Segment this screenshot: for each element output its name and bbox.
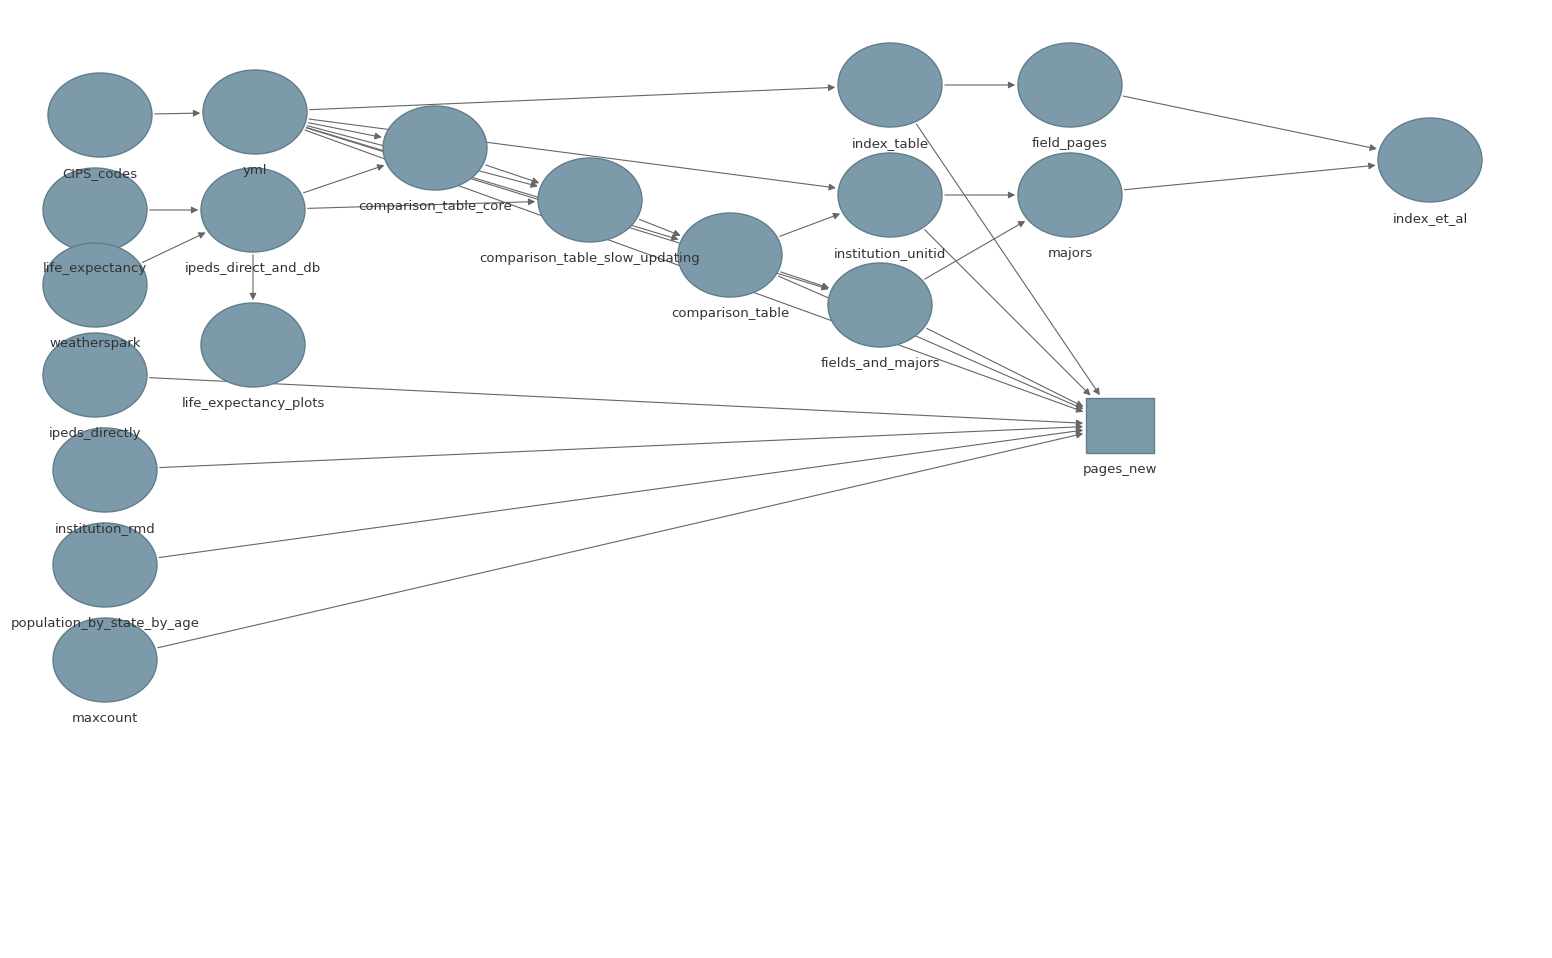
Ellipse shape [53, 618, 157, 702]
Text: comparison_table_core: comparison_table_core [359, 200, 512, 213]
Ellipse shape [53, 523, 157, 607]
Ellipse shape [202, 168, 306, 252]
Text: institution_rmd: institution_rmd [54, 522, 155, 535]
Ellipse shape [202, 303, 306, 387]
Ellipse shape [838, 43, 942, 127]
Text: population_by_state_by_age: population_by_state_by_age [11, 617, 200, 630]
Text: comparison_table_slow_updating: comparison_table_slow_updating [480, 252, 700, 265]
Text: ipeds_directly: ipeds_directly [48, 427, 141, 440]
Text: institution_unitid: institution_unitid [833, 247, 947, 260]
Ellipse shape [1018, 43, 1122, 127]
Text: majors: majors [1048, 247, 1093, 260]
Ellipse shape [203, 70, 307, 154]
Ellipse shape [539, 158, 643, 242]
Text: field_pages: field_pages [1032, 137, 1108, 150]
Text: life_expectancy_plots: life_expectancy_plots [182, 397, 324, 410]
Text: fields_and_majors: fields_and_majors [821, 357, 941, 370]
Ellipse shape [53, 428, 157, 512]
Text: index_et_al: index_et_al [1392, 212, 1468, 225]
Text: pages_new: pages_new [1083, 463, 1158, 475]
FancyBboxPatch shape [1086, 398, 1155, 452]
Text: weatherspark: weatherspark [50, 337, 141, 350]
Ellipse shape [43, 333, 147, 417]
Text: comparison_table: comparison_table [670, 307, 788, 320]
Text: ipeds_direct_and_db: ipeds_direct_and_db [185, 262, 321, 275]
Ellipse shape [678, 213, 782, 297]
Ellipse shape [1018, 153, 1122, 237]
Text: life_expectancy: life_expectancy [43, 262, 147, 275]
Text: CIPS_codes: CIPS_codes [62, 167, 138, 180]
Ellipse shape [43, 243, 147, 327]
Text: index_table: index_table [852, 137, 928, 150]
Ellipse shape [829, 263, 933, 347]
Ellipse shape [838, 153, 942, 237]
Ellipse shape [48, 73, 152, 157]
Ellipse shape [43, 168, 147, 252]
Ellipse shape [1378, 118, 1482, 202]
Text: yml: yml [242, 164, 267, 177]
Ellipse shape [383, 106, 487, 190]
Text: maxcount: maxcount [71, 712, 138, 725]
